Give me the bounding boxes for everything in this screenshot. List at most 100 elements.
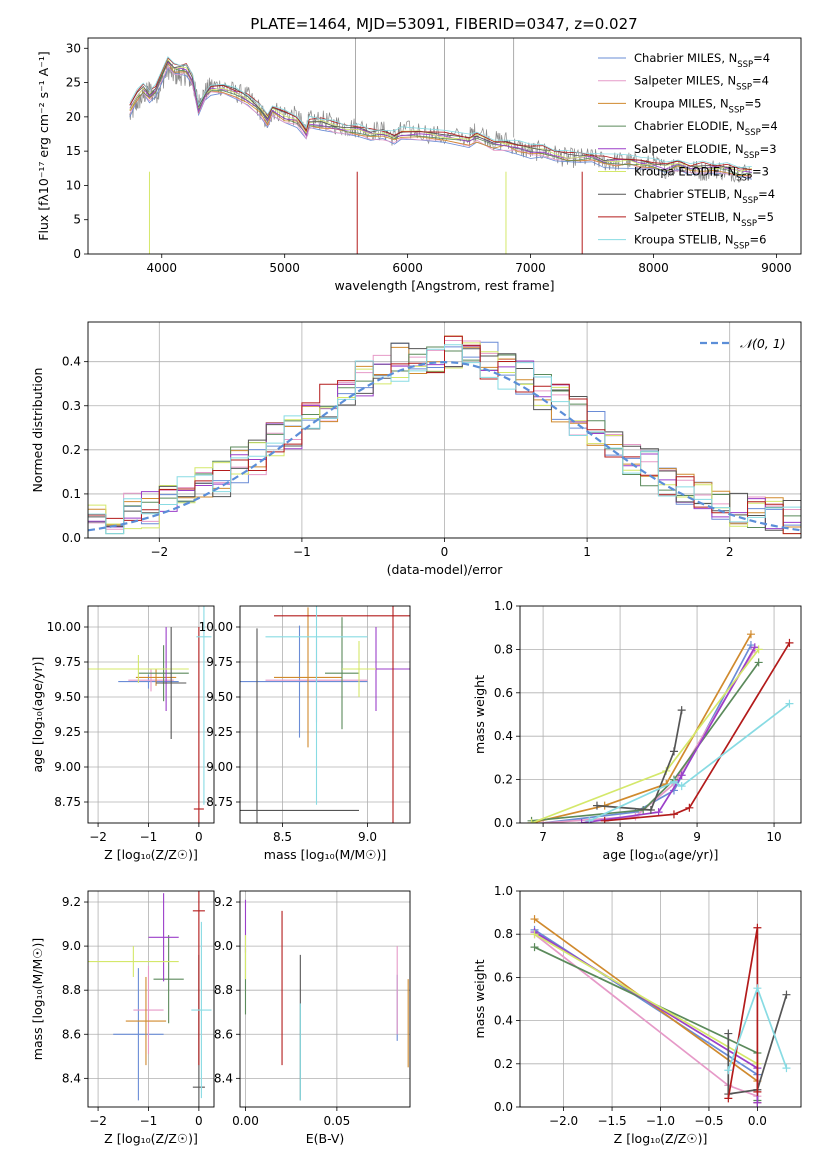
- y-tick-label: 0.6: [494, 970, 513, 984]
- x-axis-label: (data-model)/error: [387, 562, 504, 577]
- y-axis-label: mass weight: [472, 959, 487, 1038]
- axes-frame: [87, 890, 215, 1108]
- axes-frame: [239, 605, 411, 824]
- weight-marker: [677, 782, 686, 791]
- axes-frame: [87, 605, 215, 824]
- x-axis-label: Z [log₁₀(Z/Z☉)]: [104, 1131, 198, 1146]
- weight-marker: [669, 747, 678, 756]
- y-tick-label: 15: [66, 144, 81, 158]
- y-tick-label: 8.75: [206, 795, 233, 809]
- model-spectrum-8: [129, 56, 752, 169]
- panel-mass-vs-Z: −2 −1 0 8.4 8.6 8.8 9.0 9.2 Z [log₁₀(Z/Z☉)] mass …: [30, 890, 215, 1146]
- legend: Chabrier MILES, NSSP=4 Salpeter MILES, NS…: [598, 51, 778, 252]
- y-tick-label: 0.4: [494, 1014, 513, 1028]
- panel-spectrum: 4000 5000 6000 7000 8000 9000 0 5 10 15 20 25 30 wave…: [36, 37, 802, 293]
- weight-marker: [785, 699, 794, 708]
- y-tick-label: 5: [73, 213, 81, 227]
- plot-area: [88, 322, 801, 538]
- errorbar-point: [153, 935, 184, 1024]
- y-tick-label: 0.3: [62, 399, 81, 413]
- axes-frame: [239, 890, 411, 1108]
- panel-mass-vs-ebv: 0.00 0.05 8.4 8.6 8.8 9.0 9.2 E(B-V): [214, 890, 411, 1146]
- weight-series-2: [531, 633, 752, 823]
- histogram-step-8: [88, 344, 801, 538]
- weight-series-0: [534, 929, 759, 1103]
- legend-entry: Salpeter STELIB, NSSP=5: [634, 210, 774, 229]
- legend-entry: Kroupa ELODIE, NSSP=3: [634, 165, 769, 184]
- errorbar-point: [128, 669, 174, 692]
- plot-area: [129, 38, 752, 254]
- errorbar-point: [274, 606, 410, 823]
- x-tick-label: 0: [441, 545, 449, 559]
- model-spectrum-1: [129, 66, 752, 178]
- y-tick-label: 1.0: [494, 884, 513, 898]
- y-tick-label: 30: [66, 41, 81, 55]
- y-tick-label: 0.2: [494, 1057, 513, 1071]
- weight-marker: [646, 805, 655, 814]
- y-tick-label: 25: [66, 76, 81, 90]
- plot-area: [240, 606, 410, 823]
- legend-entry: Kroupa STELIB, NSSP=6: [634, 233, 766, 252]
- y-tick-label: 9.25: [206, 725, 233, 739]
- x-tick-label: −1.0: [646, 1114, 675, 1128]
- plot-area: [88, 606, 214, 823]
- errorbar-point: [133, 965, 164, 1055]
- legend-entry: Salpeter ELODIE, NSSP=3: [634, 142, 777, 161]
- y-axis-label: Normed distribution: [30, 368, 45, 493]
- y-tick-label: 0.0: [494, 816, 513, 830]
- weight-marker: [724, 1094, 733, 1103]
- x-tick-label: 9: [693, 830, 701, 844]
- x-tick-label: 9.0: [358, 830, 377, 844]
- weight-series-8: [588, 702, 791, 822]
- y-tick-label: 0.4: [62, 355, 81, 369]
- x-tick-label: 9000: [761, 261, 792, 275]
- figure-title: PLATE=1464, MJD=53091, FIBERID=0347, z=0…: [250, 15, 637, 33]
- errorbar-point: [125, 976, 167, 1066]
- y-tick-label: 8.6: [62, 1027, 81, 1041]
- errorbar-point: [240, 628, 359, 823]
- weight-marker: [782, 990, 791, 999]
- x-tick-label: 0.0: [748, 1114, 767, 1128]
- weight-marker: [753, 984, 762, 993]
- y-tick-label: 0.2: [62, 443, 81, 457]
- y-axis-label: mass [log₁₀(M/M☉)]: [30, 938, 45, 1060]
- x-axis-label: wavelength [Angstrom, rest frame]: [334, 278, 554, 293]
- axes-frame: [87, 37, 802, 255]
- y-tick-label: 10.00: [199, 620, 233, 634]
- normal-reference-curve: [88, 360, 801, 532]
- axes-frame: [519, 890, 802, 1108]
- weight-marker: [782, 1064, 791, 1073]
- weight-marker: [677, 706, 686, 715]
- panel-mass-weight-vs-Z: −2.0 −1.5 −1.0 −0.5 0.0 0.0 0.2 0.4 0.6 0.8 1.0 Z […: [472, 884, 802, 1146]
- y-tick-label: 9.0: [62, 939, 81, 953]
- errorbar-point: [88, 655, 189, 683]
- x-tick-label: 8000: [638, 261, 669, 275]
- weight-marker: [669, 777, 678, 786]
- y-tick-label: 0.1: [62, 487, 81, 501]
- x-tick-label: 1: [583, 545, 591, 559]
- plot-area: [240, 891, 410, 1107]
- x-tick-label: 7: [539, 830, 547, 844]
- y-tick-label: 9.00: [54, 760, 81, 774]
- weight-marker: [600, 816, 609, 823]
- weight-marker: [753, 1098, 762, 1107]
- weight-series-7: [727, 927, 759, 1099]
- y-tick-label: 8.6: [214, 1027, 233, 1041]
- weight-marker: [724, 1029, 733, 1038]
- errorbar-point: [192, 891, 205, 1066]
- y-tick-label: 0.0: [494, 1100, 513, 1114]
- axes-frame: [519, 605, 802, 824]
- weight-marker: [577, 819, 586, 823]
- y-tick-label: 0.4: [494, 729, 513, 743]
- weight-series-2: [534, 918, 759, 1103]
- weight-marker: [530, 943, 539, 952]
- errorbar-point: [138, 645, 189, 702]
- x-tick-label: −1: [140, 1114, 158, 1128]
- plot-area: [520, 606, 801, 823]
- y-tick-label: 10.00: [47, 620, 81, 634]
- weight-marker: [527, 819, 536, 823]
- y-tick-label: 9.25: [54, 725, 81, 739]
- errorbar-point: [191, 921, 212, 1099]
- x-tick-label: 8.5: [273, 830, 292, 844]
